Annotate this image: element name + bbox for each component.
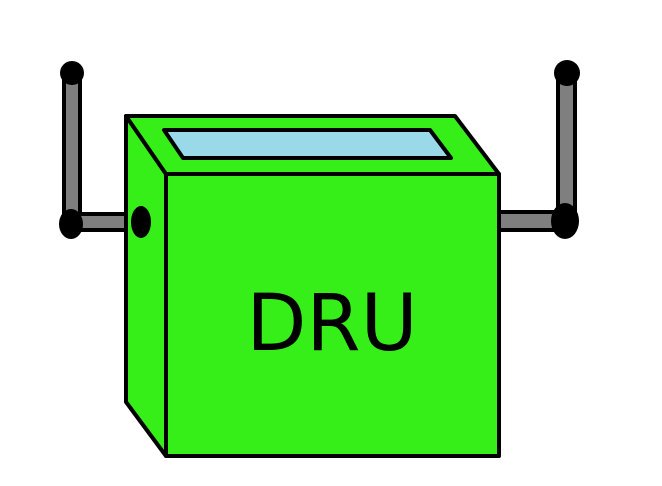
left-antenna-vertical-pole (62, 70, 82, 226)
left-antenna-tip-knob (60, 61, 84, 85)
display-screen-icon (162, 128, 453, 160)
right-antenna (494, 60, 580, 239)
box-front-face (164, 172, 501, 458)
right-antenna-joint-knob (551, 203, 579, 239)
left-antenna-joint-knob (59, 209, 83, 239)
right-antenna-tip-knob (554, 60, 580, 86)
left-antenna-connector (131, 206, 151, 238)
device-label: DRU (246, 279, 417, 369)
right-antenna-vertical-pole (556, 70, 577, 224)
